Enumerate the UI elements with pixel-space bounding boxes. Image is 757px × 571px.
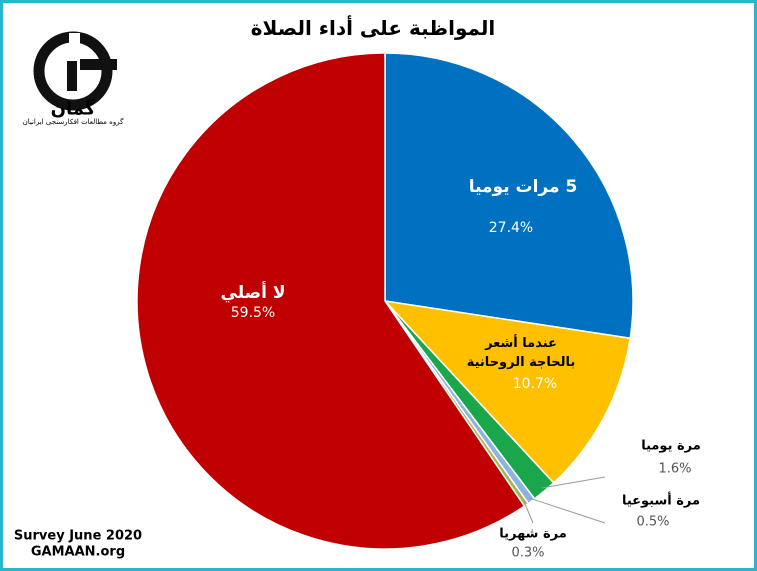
chart-title: المواظبة على أداء الصلاة: [250, 16, 496, 40]
slice-label: لا أصلي: [220, 283, 286, 303]
slice-label: مرة أسبوعيا: [621, 493, 701, 509]
slice-label: مرة شهريا: [499, 526, 567, 542]
value-label: 0.5%: [636, 514, 670, 530]
value-label: 59.5%: [230, 305, 276, 321]
pie-canvas: [33, 31, 634, 550]
leader-line: [528, 497, 606, 524]
leader-line: [523, 501, 534, 524]
pie-slice: [382, 299, 632, 484]
pie-slice: [136, 52, 526, 550]
value-label: 27.4%: [488, 220, 534, 236]
value-label: 0.3%: [511, 545, 545, 561]
source-note: Survey June 2020: [13, 528, 143, 544]
leader-line: [541, 476, 606, 489]
slice-label: عندما أشعر بالحاجة الروحانية: [466, 336, 576, 370]
value-label: 10.7%: [512, 376, 558, 392]
slice-label: مرة يوميا: [641, 438, 701, 454]
slice-label: 5 مرات يوميا: [468, 177, 578, 197]
logo-name: گمان: [50, 98, 96, 120]
logo-mark: [33, 31, 117, 111]
source-note: GAMAAN.org: [30, 544, 126, 560]
logo-tagline: گروه مطالعات افکارسنجی ایرانیان: [22, 118, 124, 126]
pie-slice: [384, 52, 634, 340]
value-label: 1.6%: [658, 461, 692, 477]
